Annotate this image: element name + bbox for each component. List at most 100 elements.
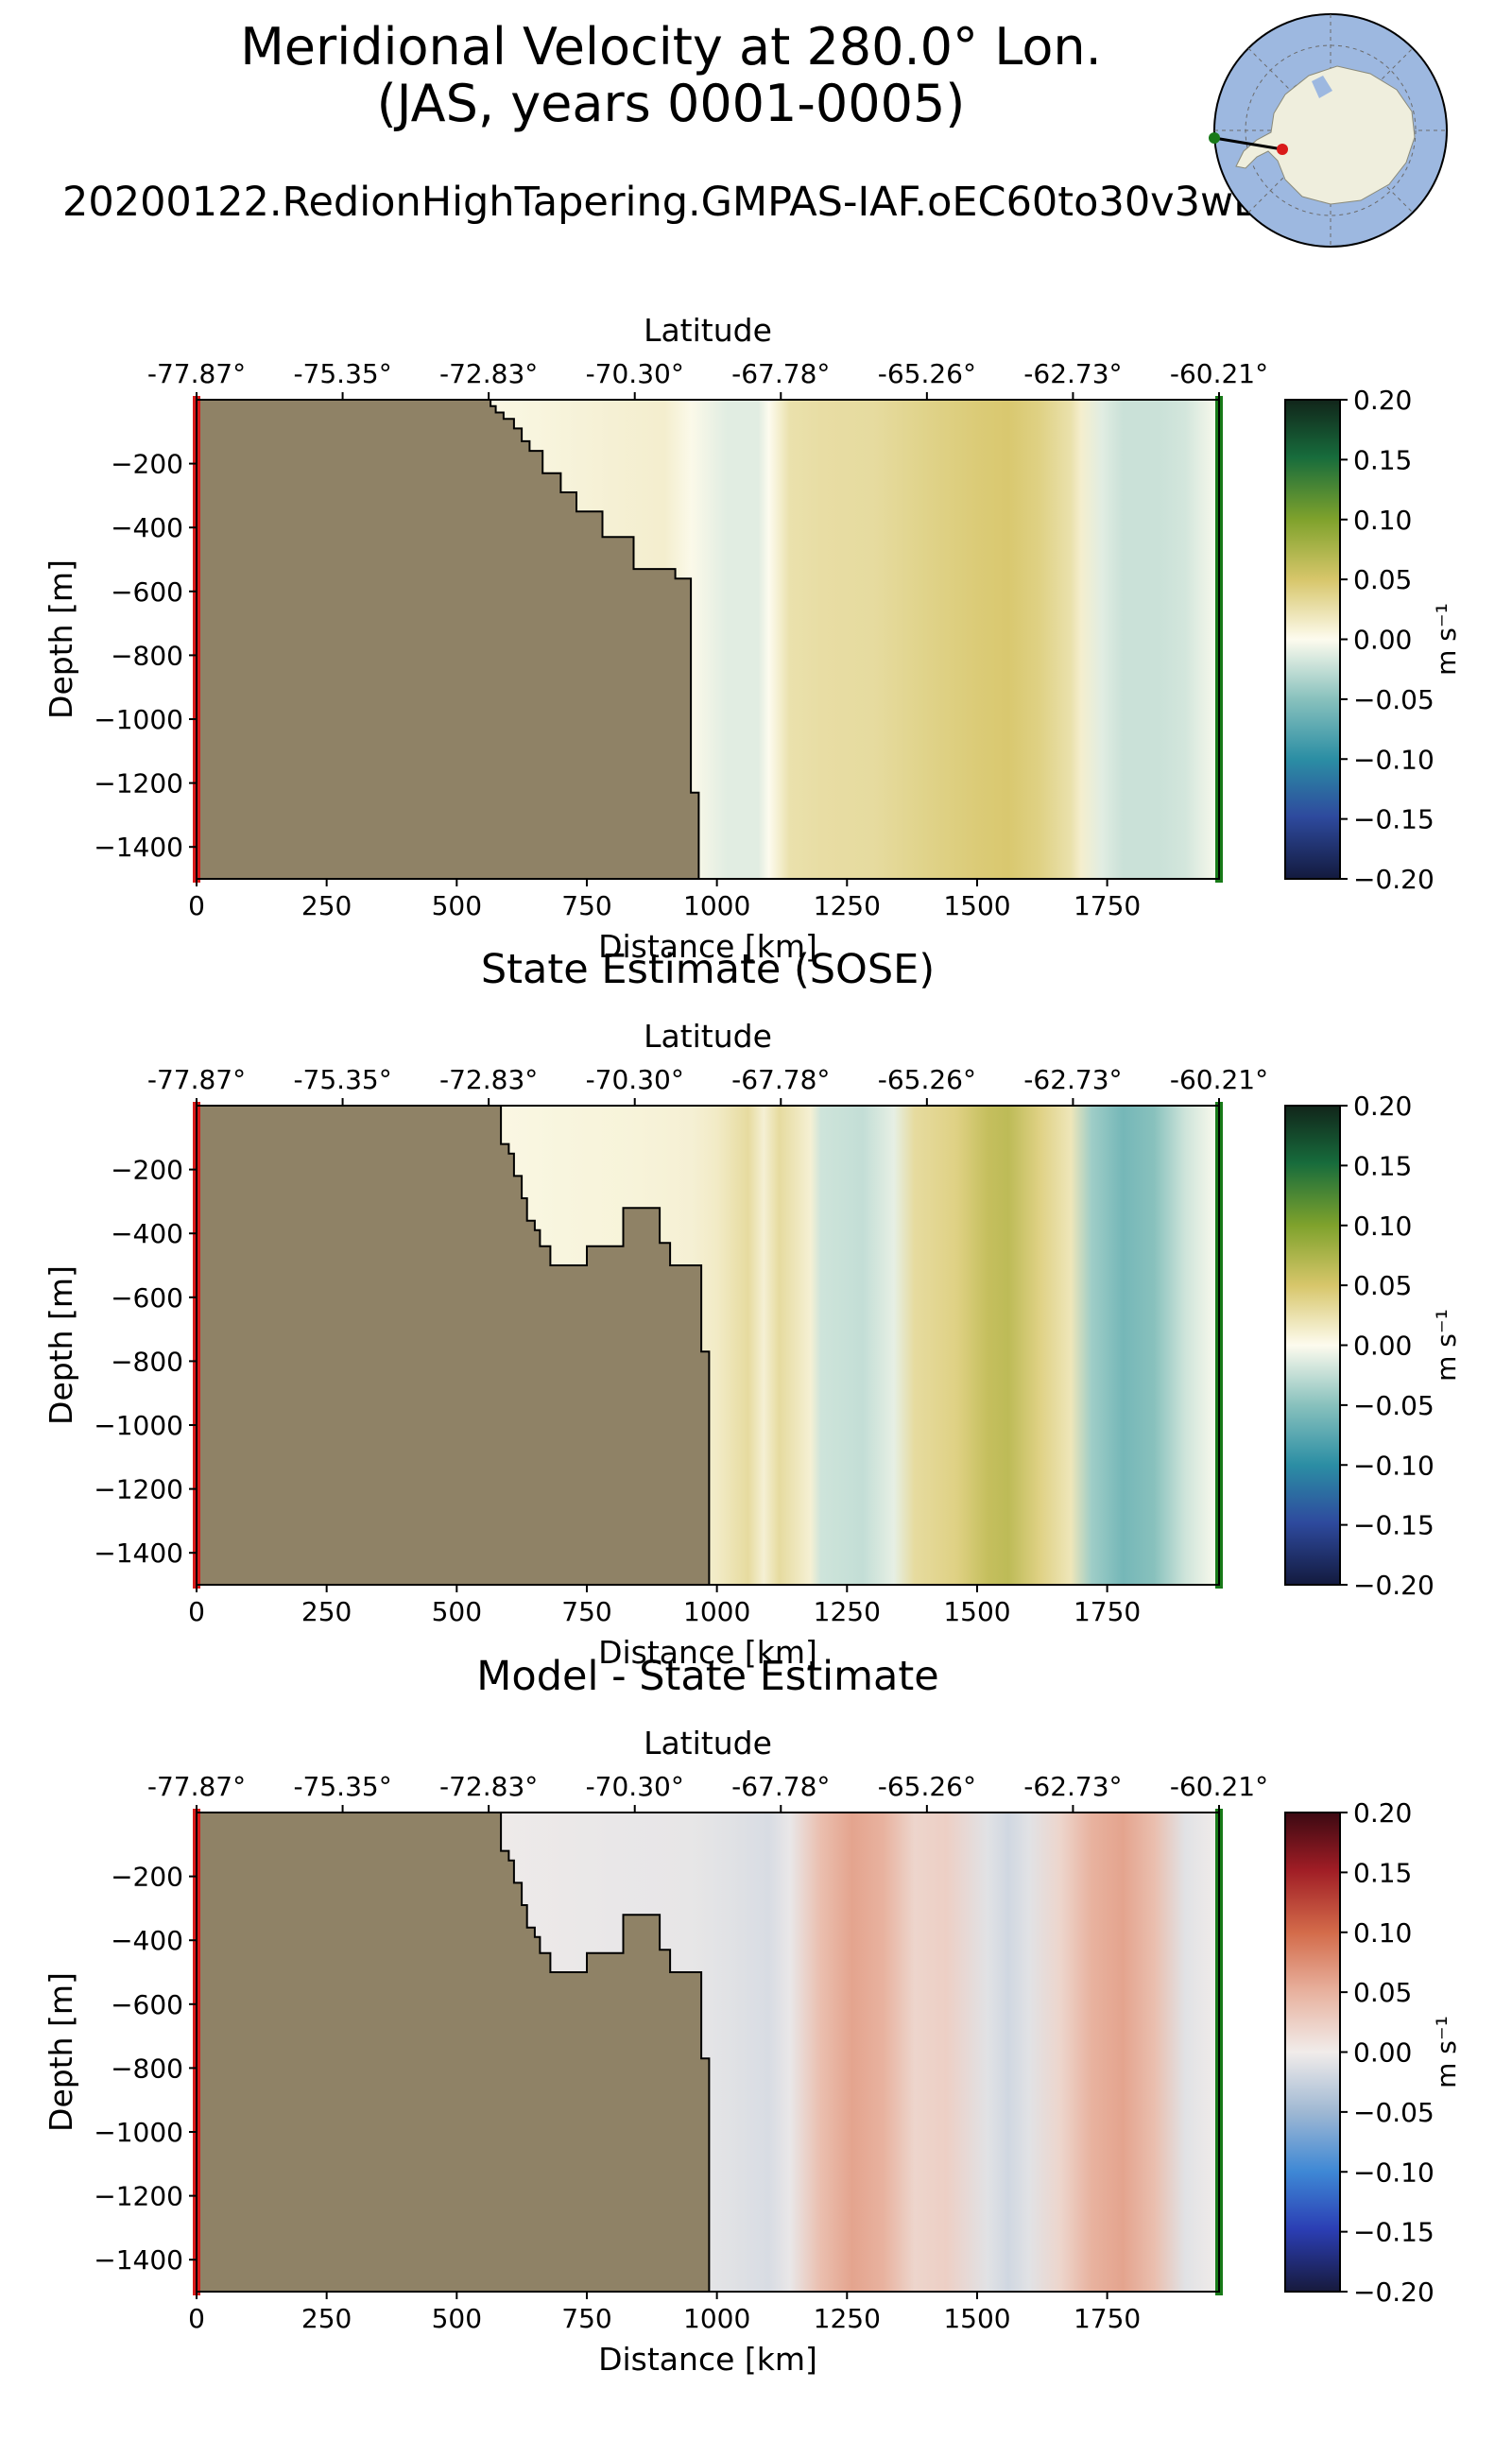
axes-frame (196, 1105, 1220, 1586)
y-tick-label: −200 (111, 1862, 183, 1893)
colorbar-tick-label: −0.20 (1353, 1570, 1435, 1601)
y-axis-label: Depth [m] (43, 1265, 79, 1425)
lat-tick-label: -67.78° (731, 1064, 830, 1095)
y-tick-label: −600 (111, 1989, 183, 2020)
x-tick-label: 1500 (943, 890, 1010, 921)
lat-tick-label: -60.21° (1170, 1771, 1268, 1802)
lat-tick-label: -70.30° (586, 1771, 684, 1802)
lat-tick-label: -62.73° (1023, 1771, 1122, 1802)
colorbar-tick-label: −0.05 (1353, 684, 1435, 715)
y-tick-label: −1000 (94, 704, 183, 735)
colorbar (1284, 1812, 1341, 2293)
lat-tick-label: -77.87° (147, 1064, 246, 1095)
lat-tick-label: -70.30° (586, 1064, 684, 1095)
figure-title-line1: Meridional Velocity at 280.0° Lon. (240, 17, 1102, 77)
colorbar-label: m s⁻¹ (1431, 603, 1462, 676)
x-tick-label: 500 (432, 1596, 482, 1627)
y-tick-label: −1400 (94, 2244, 183, 2276)
y-tick-label: −1200 (94, 2181, 183, 2212)
x-tick-label: 1250 (814, 890, 881, 921)
panel-2: State Estimate (SOSE) 0 250 500 750 1000 1250 1… (43, 946, 1462, 1671)
x-tick-label: 500 (432, 2303, 482, 2334)
colorbar-tick-label: −0.15 (1353, 2217, 1435, 2248)
lat-tick-label: -62.73° (1023, 358, 1122, 389)
y-axis-label: Depth [m] (43, 559, 79, 719)
section-start-marker (1277, 144, 1288, 155)
x-tick-label: 750 (561, 1596, 611, 1627)
lat-tick-label: -70.30° (586, 358, 684, 389)
y-tick-label: −600 (111, 576, 183, 608)
colorbar-tick-label: −0.20 (1353, 2277, 1435, 2308)
colorbar (1284, 399, 1341, 880)
x-tick-label: 250 (301, 2303, 352, 2334)
colorbar-tick-label: 0.00 (1353, 2037, 1412, 2069)
x-tick-label: 750 (561, 890, 611, 921)
x-tick-label: 1000 (683, 2303, 750, 2334)
x-tick-label: 1500 (943, 2303, 1010, 2334)
colorbar-tick-label: 0.15 (1353, 1150, 1412, 1181)
y-tick-label: −1000 (94, 2117, 183, 2148)
x-tick-label: 0 (188, 2303, 205, 2334)
colorbar-label: m s⁻¹ (1431, 2016, 1462, 2088)
lat-tick-label: -67.78° (731, 358, 830, 389)
y-tick-label: −400 (111, 1925, 183, 1956)
lat-tick-label: -65.26° (878, 1771, 976, 1802)
x-tick-label: 250 (301, 1596, 352, 1627)
y-tick-label: −1400 (94, 1538, 183, 1569)
x-axis-label: Distance [km] (598, 928, 817, 965)
y-tick-label: −200 (111, 1155, 183, 1186)
lat-tick-label: -65.26° (878, 1064, 976, 1095)
y-tick-label: −400 (111, 512, 183, 543)
y-tick-label: −1200 (94, 768, 183, 799)
panel-title: State Estimate (SOSE) (481, 946, 935, 993)
y-tick-label: −600 (111, 1282, 183, 1314)
figure-title-line2: (JAS, years 0001-0005) (377, 74, 966, 133)
seafloor-bathymetry (196, 1812, 711, 2293)
x-tick-label: 0 (188, 890, 205, 921)
lat-tick-label: -77.87° (147, 1771, 246, 1802)
x-tick-label: 1000 (683, 890, 750, 921)
x-tick-label: 1250 (814, 2303, 881, 2334)
x-tick-label: 1000 (683, 1596, 750, 1627)
x-tick-label: 1250 (814, 1596, 881, 1627)
lat-tick-label: -72.83° (439, 1771, 538, 1802)
colorbar-tick-label: 0.15 (1353, 1857, 1412, 1888)
x-axis-label: Distance [km] (598, 1634, 817, 1671)
lat-tick-label: -62.73° (1023, 1064, 1122, 1095)
y-tick-label: −1400 (94, 832, 183, 863)
colorbar-tick-label: 0.00 (1353, 1331, 1412, 1362)
y-axis-label: Depth [m] (43, 1972, 79, 2132)
seafloor-bathymetry (196, 1105, 711, 1586)
y-tick-label: −400 (111, 1218, 183, 1249)
lat-tick-label: -72.83° (439, 358, 538, 389)
y-tick-label: −800 (111, 640, 183, 671)
colorbar-tick-label: −0.05 (1353, 1390, 1435, 1421)
colorbar-tick-label: −0.05 (1353, 2097, 1435, 2128)
colorbar-tick-label: −0.10 (1353, 1450, 1435, 1481)
lat-tick-label: -67.78° (731, 1771, 830, 1802)
y-tick-label: −1200 (94, 1474, 183, 1505)
x-tick-label: 250 (301, 890, 352, 921)
panel-title: Model - State Estimate (476, 1653, 938, 1700)
x-tick-label: 1750 (1074, 890, 1141, 921)
lat-tick-label: -75.35° (293, 1064, 391, 1095)
colorbar-tick-label: 0.05 (1353, 1270, 1412, 1301)
section-end-marker (1209, 132, 1220, 144)
x-tick-label: 1750 (1074, 2303, 1141, 2334)
y-tick-label: −800 (111, 1346, 183, 1377)
antarctica-landmass (1235, 65, 1416, 205)
lat-tick-label: -65.26° (878, 358, 976, 389)
x-tick-label: 750 (561, 2303, 611, 2334)
colorbar-tick-label: 0.15 (1353, 444, 1412, 475)
colorbar-tick-label: 0.10 (1353, 1211, 1412, 1242)
x-tick-label: 1500 (943, 1596, 1010, 1627)
lat-tick-label: -75.35° (293, 358, 391, 389)
colorbar-label: m s⁻¹ (1431, 1309, 1462, 1382)
lat-tick-label: -77.87° (147, 358, 246, 389)
lat-tick-label: -72.83° (439, 1064, 538, 1095)
section-line (1213, 136, 1283, 151)
colorbar-tick-label: 0.20 (1353, 1797, 1412, 1829)
colorbar-tick-label: 0.05 (1353, 1977, 1412, 2008)
colorbar-tick-label: 0.20 (1353, 385, 1412, 416)
